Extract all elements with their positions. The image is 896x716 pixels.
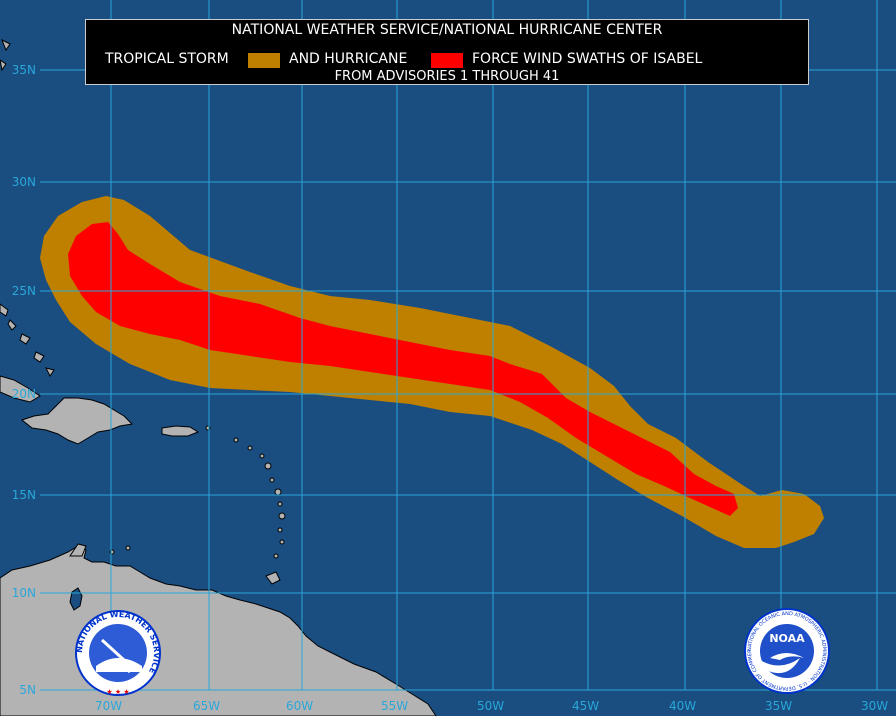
longitude-label: 30W	[861, 699, 888, 713]
longitude-label: 55W	[381, 699, 408, 713]
longitude-label: 70W	[95, 699, 122, 713]
longitude-label: 50W	[477, 699, 504, 713]
longitude-label: 45W	[572, 699, 599, 713]
latitude-label: 25N	[12, 284, 36, 298]
latitude-label: 5N	[19, 683, 36, 697]
legend-tropical-storm-swatch	[248, 53, 280, 68]
lesser-antilles-islands	[109, 425, 286, 585]
noaa-logo-text: NOAA	[769, 632, 805, 645]
latitude-label: 35N	[12, 63, 36, 77]
guajira-peninsula	[69, 543, 87, 557]
puerto-rico-island	[161, 425, 200, 437]
latitude-label: 15N	[12, 488, 36, 502]
noaa-logo: NOAA NATIONAL OCEANIC AND ATMOSPHERIC AD…	[740, 608, 830, 694]
legend-and-label: AND HURRICANE	[289, 51, 408, 67]
longitude-label: 60W	[286, 699, 313, 713]
title-line1: NATIONAL WEATHER SERVICE/NATIONAL HURRIC…	[231, 22, 663, 38]
longitude-label: 40W	[669, 699, 696, 713]
svg-text:★ ★ ★: ★ ★ ★	[106, 688, 129, 696]
legend-ts-label: TROPICAL STORM	[105, 51, 229, 67]
nws-logo: NATIONAL WEATHER SERVICE ★ ★ ★	[75, 610, 161, 696]
latitude-label: 20N	[12, 387, 36, 401]
latitude-label: 10N	[12, 586, 36, 600]
legend-hurricane-swatch	[431, 53, 463, 68]
longitude-label: 35W	[765, 699, 792, 713]
hurricane-wind-swath	[68, 222, 738, 516]
hispaniola-island	[20, 397, 134, 445]
bahamas-islands	[0, 38, 55, 377]
graticule	[40, 0, 896, 691]
legend-force-label: FORCE WIND SWATHS OF ISABEL	[472, 51, 703, 67]
cuba-edge	[0, 375, 41, 403]
graticule-labels: 35N 30N 25N 20N 15N 10N 5N 70W 65W 60W 55W 50W 45W 40…	[12, 63, 889, 713]
longitude-label: 65W	[193, 699, 220, 713]
title-line3: FROM ADVISORIES 1 THROUGH 41	[334, 69, 560, 84]
title-legend-box: NATIONAL WEATHER SERVICE/NATIONAL HURRIC…	[85, 19, 809, 85]
latitude-label: 30N	[12, 175, 36, 189]
